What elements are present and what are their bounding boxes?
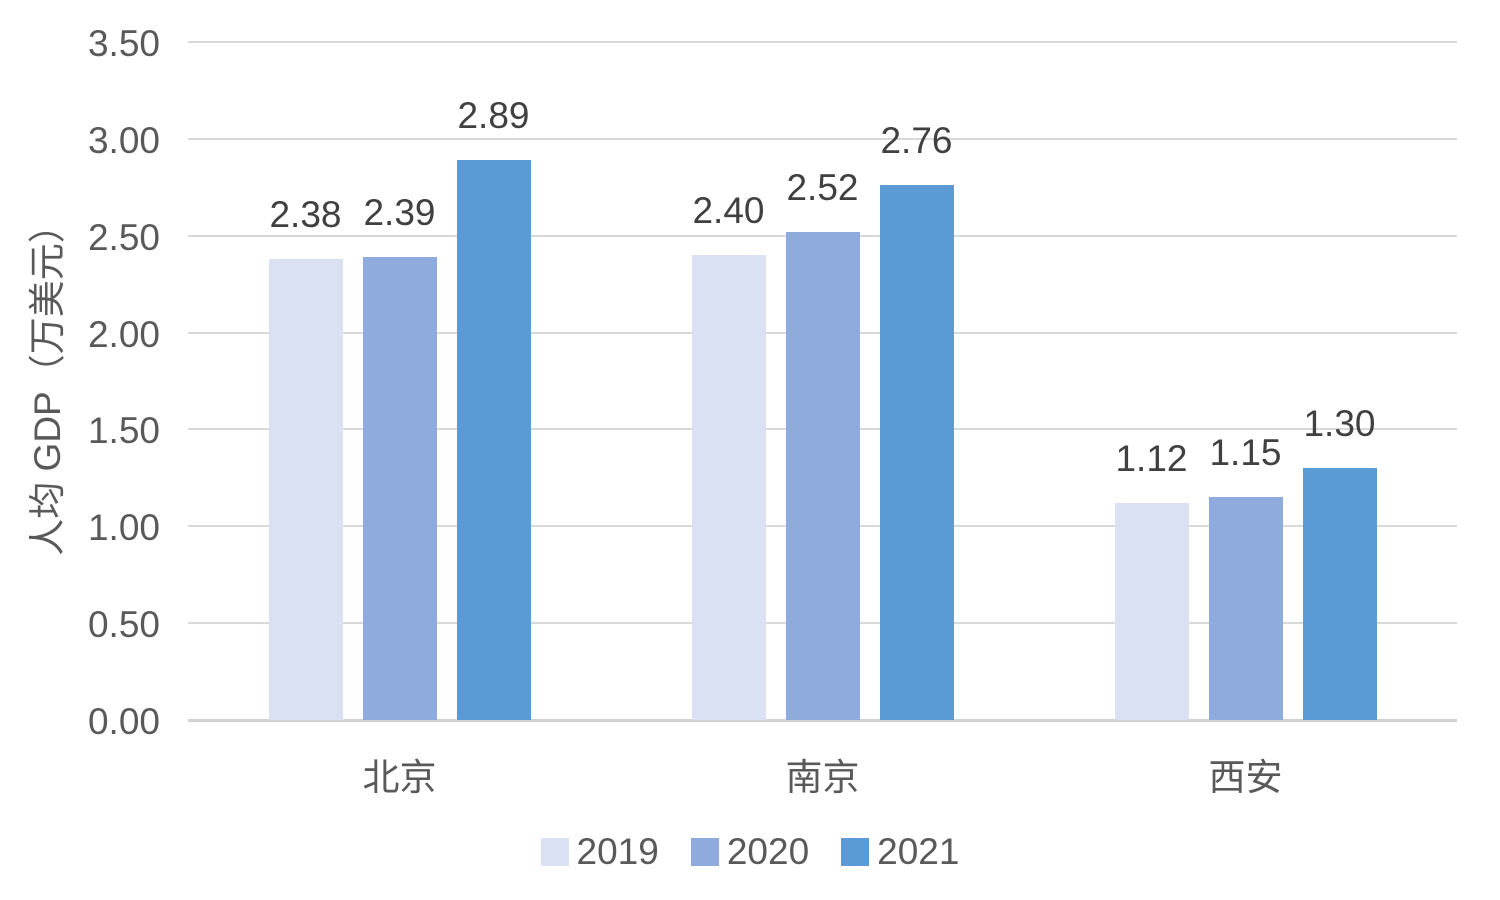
- y-tick-label: 2.50: [87, 216, 160, 258]
- x-axis-line: [188, 718, 1457, 722]
- legend-swatch-2021: [841, 838, 870, 866]
- y-tick-label: 3.50: [87, 23, 160, 64]
- bar-beijing-2020: [362, 257, 437, 720]
- legend-swatch-2019: [540, 838, 569, 866]
- gridline: [188, 137, 1457, 140]
- value-label-beijing-2019: 2.38: [269, 193, 342, 235]
- y-tick-label: 0.00: [87, 701, 160, 742]
- bar-beijing-2019: [268, 258, 343, 720]
- y-tick-label: 1.00: [87, 507, 160, 549]
- y-axis-title: 人均 GDP（万美元）: [27, 206, 68, 556]
- bar-nanjing-2021: [879, 185, 954, 720]
- legend-item-2020: 2020: [690, 831, 810, 872]
- value-label-nanjing-2021: 2.76: [880, 120, 953, 162]
- x-category-label-xian: 西安: [1208, 757, 1283, 798]
- legend-label-2021: 2021: [877, 831, 960, 872]
- y-tick-label: 0.50: [87, 604, 160, 646]
- value-label-xian-2021: 1.30: [1303, 403, 1376, 445]
- bar-xian-2019: [1114, 503, 1189, 720]
- value-label-xian-2019: 1.12: [1115, 438, 1188, 480]
- bar-xian-2021: [1302, 468, 1377, 720]
- bar-nanjing-2019: [691, 255, 766, 720]
- legend-label-2019: 2019: [576, 831, 659, 872]
- legend: 2019 2020 2021: [0, 832, 1500, 872]
- legend-item-2019: 2019: [540, 831, 659, 872]
- legend-swatch-2020: [690, 838, 719, 866]
- bar-xian-2020: [1208, 497, 1283, 720]
- value-label-nanjing-2019: 2.40: [692, 190, 765, 232]
- value-label-nanjing-2020: 2.52: [786, 166, 859, 208]
- value-label-beijing-2020: 2.39: [363, 192, 436, 234]
- legend-item-2021: 2021: [841, 832, 959, 872]
- x-category-label-beijing: 北京: [362, 757, 437, 798]
- bar-nanjing-2020: [785, 231, 860, 720]
- gridline: [188, 41, 1457, 43]
- bar-beijing-2021: [456, 160, 531, 720]
- x-category-label-nanjing: 南京: [785, 757, 860, 798]
- legend-label-2020: 2020: [726, 831, 810, 872]
- value-label-xian-2020: 1.15: [1209, 432, 1282, 474]
- y-tick-label: 1.50: [87, 410, 160, 452]
- y-tick-label: 2.00: [87, 313, 160, 355]
- value-label-beijing-2021: 2.89: [457, 95, 530, 137]
- y-tick-label: 3.00: [87, 119, 160, 161]
